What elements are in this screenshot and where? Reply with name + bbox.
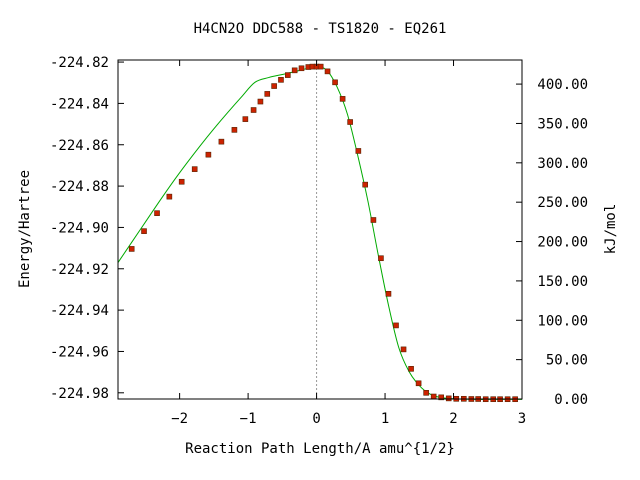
data-point [250,107,257,113]
data-point [166,193,173,200]
data-point [370,217,377,223]
data-point [362,181,368,188]
y-tick-label: -224.94 [50,303,109,319]
y2-tick-label: 0.00 [554,392,588,408]
data-point [242,116,249,122]
data-point [141,228,147,234]
data-point [218,138,225,145]
y-tick-label: -224.98 [50,386,109,402]
data-point [378,255,384,262]
data-point [291,67,298,74]
x-tick-label: 0 [312,411,320,427]
data-point [393,322,399,329]
x-tick-label: −2 [171,411,188,427]
x-axis-label: Reaction Path Length/A amu^{1/2} [185,441,455,457]
data-point [178,178,185,185]
data-point [128,246,135,252]
data-point [231,127,238,133]
data-point [278,77,284,83]
y2-tick-label: 300.00 [537,156,588,172]
data-point [408,366,414,372]
data-point [385,290,392,297]
y2-tick-label: 150.00 [537,274,588,290]
x-tick-label: 2 [449,411,457,427]
y-tick-label: -224.84 [50,96,109,112]
y2-tick-label: 100.00 [537,313,588,329]
y2-tick-label: 200.00 [537,235,588,251]
y-tick-label: -224.90 [50,220,109,236]
x-tick-label: 1 [381,411,389,427]
data-point [264,91,271,97]
data-point [317,63,324,70]
data-point [271,83,277,89]
data-point [324,68,331,75]
chart-title: H4CN2O DDC588 - TS1820 - EQ261 [194,21,447,37]
data-point [347,119,353,125]
y2-tick-label: 50.00 [546,353,588,369]
data-point [285,72,291,78]
y2-tick-label: 350.00 [537,116,588,132]
x-tick-label: 3 [518,411,526,427]
x-tick-label: −1 [240,411,257,427]
y2-axis-label: kJ/mol [603,204,619,255]
y-tick-label: -224.96 [50,344,109,360]
data-point [257,98,264,105]
data-point [205,151,212,158]
data-point [415,380,422,387]
axis-ticks: −2 −1 0 1 2 3 -224.82 -224.84 -224.86 -224.88 -224… [50,55,588,427]
data-point [298,65,305,72]
y2-tick-label: 250.00 [537,195,588,211]
y2-tick-label: 400.00 [537,77,588,93]
data-point [438,394,445,401]
data-point [154,210,160,216]
energy-curve [117,66,522,400]
data-point [355,148,362,154]
data-point [423,389,429,396]
data-point [191,166,198,172]
data-point [445,395,452,402]
y-tick-label: -224.92 [50,262,109,278]
data-point [400,346,407,353]
data-point [332,79,338,86]
data-point [430,393,437,400]
y-tick-label: -224.88 [50,179,109,195]
plot-marks [117,60,522,403]
plot-area-frame [117,59,523,400]
data-point [339,96,346,102]
y-axis-label: Energy/Hartree [17,170,33,288]
y-tick-label: -224.86 [50,138,109,154]
y-tick-label: -224.82 [50,55,109,71]
